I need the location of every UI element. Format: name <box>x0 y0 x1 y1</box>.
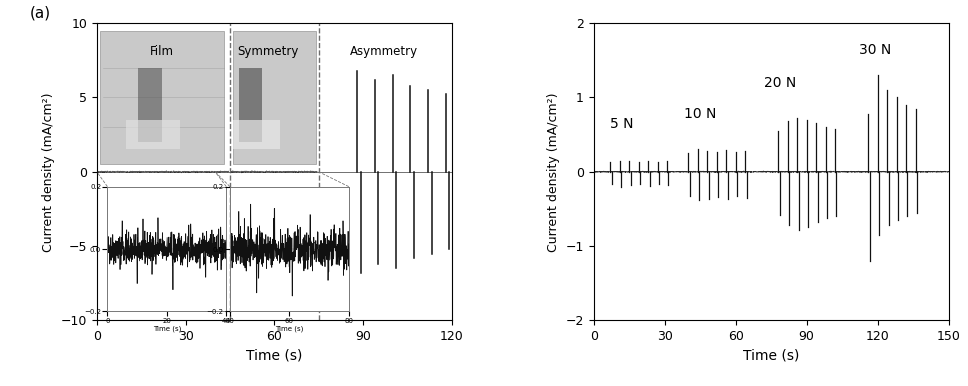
Text: Symmetry: Symmetry <box>238 46 299 58</box>
Text: 5 N: 5 N <box>610 117 634 131</box>
X-axis label: Time (s): Time (s) <box>743 349 800 363</box>
FancyBboxPatch shape <box>100 30 224 164</box>
FancyBboxPatch shape <box>127 120 180 149</box>
Text: 10 N: 10 N <box>683 107 716 121</box>
Text: (a): (a) <box>29 5 50 20</box>
Y-axis label: Current density (mA/cm²): Current density (mA/cm²) <box>547 92 560 252</box>
Y-axis label: Current density (mA/cm²): Current density (mA/cm²) <box>43 92 55 252</box>
FancyBboxPatch shape <box>239 68 262 142</box>
Text: 20 N: 20 N <box>764 76 797 90</box>
FancyBboxPatch shape <box>138 68 162 142</box>
Text: 30 N: 30 N <box>859 42 891 57</box>
FancyBboxPatch shape <box>233 120 280 149</box>
X-axis label: Time (s): Time (s) <box>246 349 302 363</box>
Text: Asymmetry: Asymmetry <box>349 46 418 58</box>
Text: Film: Film <box>150 46 174 58</box>
FancyBboxPatch shape <box>233 30 316 164</box>
